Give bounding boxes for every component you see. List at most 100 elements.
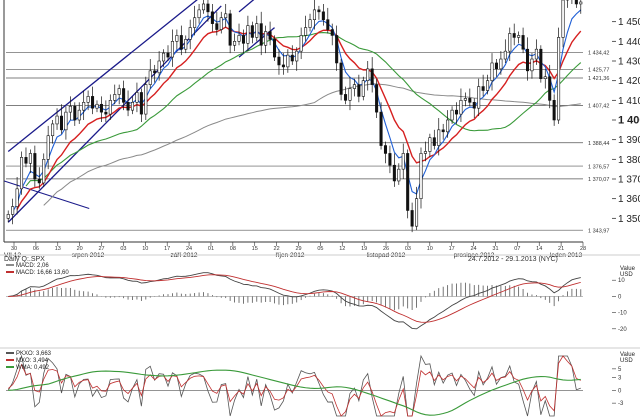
candle-body (153, 70, 157, 74)
candle-body (499, 58, 503, 70)
x-tick-label: 05 (317, 246, 323, 252)
candle-body (339, 62, 343, 95)
x-tick-label: 03 (120, 246, 126, 252)
candle-body (406, 153, 410, 211)
candle-body (175, 35, 179, 42)
osc-legend-item: MXO: 3,494 (6, 358, 48, 364)
x-tick-label: 17 (164, 246, 170, 252)
candle-body (91, 96, 95, 109)
macd-legend-item: MACD: 16,66 13,60 (6, 270, 69, 276)
candle-body (201, 3, 206, 11)
candle-body (459, 100, 463, 115)
candle-body (170, 41, 174, 58)
price-panel: 1 434,42 1 425,77 1 421,36 1 407,42 1 388,44… (3, 0, 640, 259)
x-tick-label: 24 (186, 246, 192, 252)
y-tick-label: 0 (618, 294, 622, 300)
candle-body (95, 103, 99, 109)
candle-body (77, 109, 81, 121)
candle-body (11, 206, 15, 215)
candle-body (166, 52, 170, 58)
level-label: 1 370,07 (588, 177, 609, 183)
osc-axis-title: Value USD (620, 352, 635, 364)
macd-axis-title: Value USD (620, 266, 635, 278)
candle-body (51, 123, 55, 137)
candle-body (543, 76, 547, 79)
candle-body (273, 39, 277, 58)
x-tick-label: 01 (208, 246, 214, 252)
candle-body (321, 11, 325, 20)
candle-body (454, 109, 459, 115)
x-tick-label: 17 (449, 246, 455, 252)
candle-body (534, 48, 538, 60)
candle-body (130, 102, 135, 111)
candle-body (286, 54, 290, 68)
candle-body (144, 84, 148, 115)
candle-body (299, 35, 303, 52)
candle-body (410, 210, 414, 227)
candle-body (15, 188, 19, 207)
y-tick-label: 1 350 (618, 214, 640, 225)
y-tick-label: 1 430 (618, 57, 640, 68)
x-tick-label: 15 (252, 246, 258, 252)
level-label-bg (586, 65, 612, 74)
candle-body (259, 23, 263, 46)
candle-body (468, 98, 472, 103)
candle-body (139, 92, 143, 115)
osc-legend-item: WMA: 0,492 (6, 365, 49, 371)
x-tick-label: 28 (580, 246, 586, 252)
x-tick-label: 13 (55, 246, 61, 252)
candle-body (126, 102, 130, 111)
candle-body (517, 35, 521, 38)
candle-body (122, 88, 126, 103)
candle-body (357, 84, 361, 97)
y-tick-label: 1 370 (618, 175, 640, 186)
candle-body (308, 19, 312, 28)
candle-body (197, 9, 201, 19)
x-tick-label: 10 (427, 246, 433, 252)
y-tick-label: 5 (618, 367, 622, 373)
x-tick-label: 06 (33, 246, 39, 252)
candle-body (64, 111, 68, 131)
candle-body (68, 105, 72, 113)
candle-body (184, 39, 188, 50)
candle-body (579, 1, 583, 5)
candle-body (423, 151, 427, 154)
y-tick-label: 1 400 (618, 115, 640, 127)
x-tick-label: 07 (514, 246, 520, 252)
candle-body (508, 33, 512, 52)
candle-body (326, 19, 330, 30)
x-tick-label: 22 (274, 246, 280, 252)
x-tick-label: 29 (295, 246, 301, 252)
candle-body (512, 33, 516, 38)
x-tick-label: 03 (405, 246, 411, 252)
macd-signal-line (8, 274, 581, 323)
legend-label: MACD: 2,06 (16, 263, 49, 269)
candle-body (264, 31, 268, 46)
candle-body (379, 111, 383, 146)
legend-label: PKXO: 3,663 (16, 351, 52, 357)
candle-body (450, 109, 454, 121)
candle-body (530, 58, 534, 72)
candle-body (86, 96, 90, 103)
level-label: 1 407,42 (588, 104, 609, 110)
candle-body (375, 84, 379, 113)
candle-body (241, 35, 245, 44)
candle-body (366, 68, 370, 81)
candle-body (215, 23, 219, 30)
macd-legend-item: MACD: 2,06 (6, 263, 49, 269)
y-tick-label: 3 (618, 375, 622, 381)
candle-body (104, 111, 108, 115)
candle-body (477, 86, 481, 109)
slow-moving-average-line (25, 31, 582, 187)
candle-body (113, 94, 117, 101)
level-label: 1 425,77 (588, 68, 609, 74)
candle-body (37, 178, 41, 184)
candle-body (383, 145, 388, 154)
candle-body (233, 41, 237, 46)
candle-body (446, 119, 450, 133)
legend-swatch (6, 264, 14, 267)
candle-body (42, 159, 46, 184)
candle-body (33, 153, 37, 180)
candle-body (117, 88, 121, 95)
